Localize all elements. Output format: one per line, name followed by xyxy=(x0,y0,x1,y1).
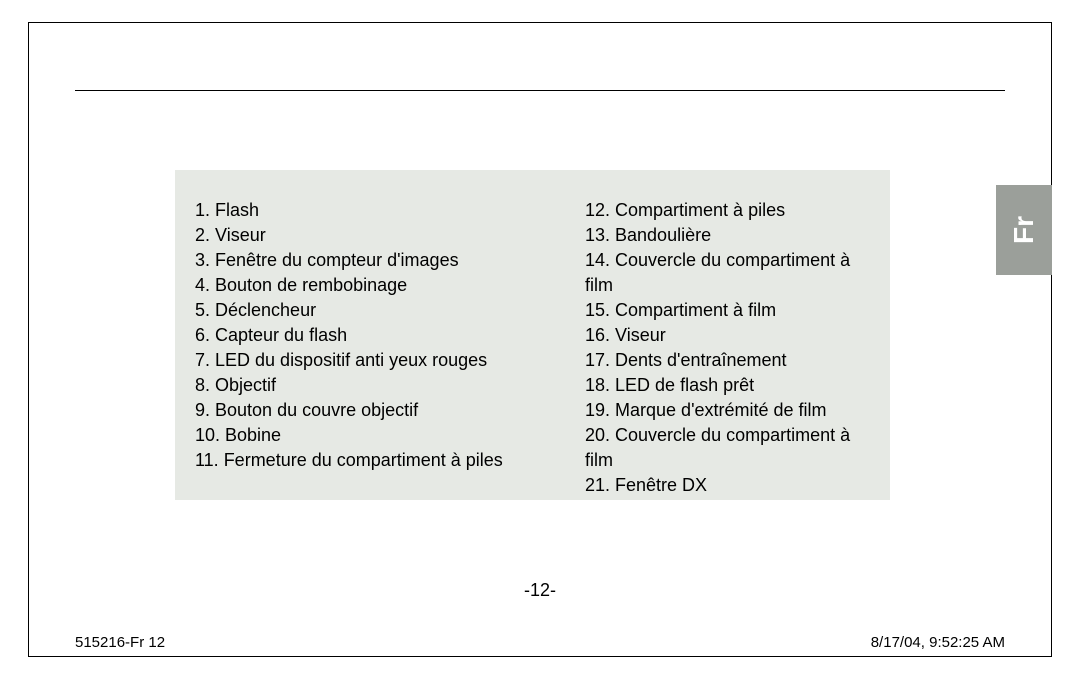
list-item: 21. Fenêtre DX xyxy=(585,473,870,498)
list-column-left: 1. Flash 2. Viseur 3. Fenêtre du compteu… xyxy=(195,198,585,498)
list-item: 18. LED de flash prêt xyxy=(585,373,870,398)
list-item: 8. Objectif xyxy=(195,373,585,398)
list-item: 10. Bobine xyxy=(195,423,585,448)
two-column-list: 1. Flash 2. Viseur 3. Fenêtre du compteu… xyxy=(195,198,870,498)
list-item: 12. Compartiment à piles xyxy=(585,198,870,223)
list-item: 5. Déclencheur xyxy=(195,298,585,323)
list-item: 2. Viseur xyxy=(195,223,585,248)
list-item: 13. Bandoulière xyxy=(585,223,870,248)
list-item: 7. LED du dispositif anti yeux rouges xyxy=(195,348,585,373)
list-item: 9. Bouton du couvre objectif xyxy=(195,398,585,423)
language-tab: Fr xyxy=(996,185,1052,275)
page: 1. Flash 2. Viseur 3. Fenêtre du compteu… xyxy=(0,0,1080,679)
list-item: 17. Dents d'entraînement xyxy=(585,348,870,373)
list-item: 19. Marque d'extrémité de film xyxy=(585,398,870,423)
parts-list-box: 1. Flash 2. Viseur 3. Fenêtre du compteu… xyxy=(175,170,890,500)
list-item: 14. Couvercle du compartiment à film xyxy=(585,248,870,298)
footer-left: 515216-Fr 12 xyxy=(75,634,165,651)
list-item: 4. Bouton de rembobinage xyxy=(195,273,585,298)
language-tab-label: Fr xyxy=(1008,216,1040,244)
page-number: -12- xyxy=(0,580,1080,601)
list-item: 15. Compartiment à film xyxy=(585,298,870,323)
list-item: 6. Capteur du flash xyxy=(195,323,585,348)
footer-right: 8/17/04, 9:52:25 AM xyxy=(871,634,1005,651)
list-item: 16. Viseur xyxy=(585,323,870,348)
list-column-right: 12. Compartiment à piles 13. Bandoulière… xyxy=(585,198,870,498)
horizontal-rule xyxy=(75,90,1005,91)
list-item: 11. Fermeture du compartiment à piles xyxy=(195,448,585,473)
list-item: 1. Flash xyxy=(195,198,585,223)
list-item: 3. Fenêtre du compteur d'images xyxy=(195,248,585,273)
list-item: 20. Couvercle du compartiment à film xyxy=(585,423,870,473)
